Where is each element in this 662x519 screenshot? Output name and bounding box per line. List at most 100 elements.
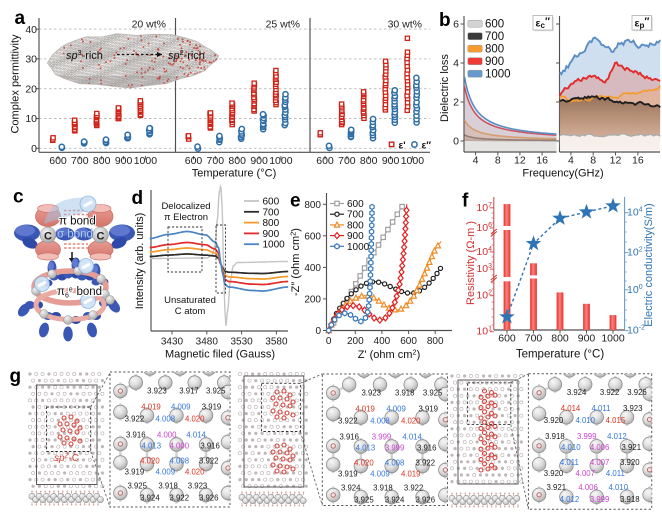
- svg-text:12: 12: [514, 155, 526, 167]
- svg-text:3.919: 3.919: [125, 467, 145, 476]
- svg-text:4.012: 4.012: [607, 432, 627, 441]
- svg-text:3.923: 3.923: [147, 386, 167, 395]
- svg-text:1000: 1000: [269, 155, 293, 167]
- svg-text:8: 8: [590, 155, 596, 167]
- svg-text:4.014: 4.014: [561, 404, 581, 413]
- svg-text:700: 700: [263, 207, 280, 218]
- svg-text:4.009: 4.009: [156, 467, 176, 476]
- svg-text:10: 10: [25, 113, 37, 125]
- svg-text:900: 900: [250, 155, 268, 167]
- svg-text:3.922: 3.922: [170, 493, 190, 502]
- svg-text:π6e bond: π6e bond: [57, 286, 102, 300]
- svg-text:3.922: 3.922: [404, 483, 424, 492]
- svg-text:3.999: 3.999: [385, 443, 405, 452]
- svg-text:4.009: 4.009: [171, 402, 191, 411]
- svg-text:π Electron: π Electron: [164, 212, 208, 223]
- svg-text:900: 900: [578, 333, 596, 345]
- svg-text:-Z″ (ohm cm2): -Z″ (ohm cm2): [289, 228, 303, 296]
- svg-text:40: 40: [25, 24, 37, 36]
- svg-text:b: b: [439, 10, 451, 31]
- svg-text:700: 700: [71, 155, 89, 167]
- svg-text:Unsaturated: Unsaturated: [164, 295, 216, 306]
- svg-text:16: 16: [536, 155, 548, 167]
- svg-text:4.020: 4.020: [185, 414, 205, 423]
- svg-text:3.925: 3.925: [127, 481, 147, 490]
- svg-text:3.922: 3.922: [416, 458, 436, 467]
- svg-text:800: 800: [485, 44, 504, 56]
- svg-text:25 wt%: 25 wt%: [266, 19, 300, 31]
- svg-text:400: 400: [304, 263, 321, 274]
- svg-text:3.918: 3.918: [545, 432, 565, 441]
- svg-text:3.926: 3.926: [416, 495, 436, 504]
- svg-text:700: 700: [338, 155, 356, 167]
- svg-text:700: 700: [485, 31, 504, 43]
- svg-text:σ bond: σ bond: [57, 229, 93, 241]
- svg-text:3.999: 3.999: [577, 432, 597, 441]
- svg-text:C: C: [44, 231, 52, 243]
- svg-text:4.014: 4.014: [186, 430, 206, 439]
- svg-text:4.006: 4.006: [578, 483, 598, 492]
- svg-text:600: 600: [304, 231, 321, 242]
- svg-text:4.020: 4.020: [401, 416, 421, 425]
- svg-text:12: 12: [610, 155, 622, 167]
- svg-text:3.922: 3.922: [125, 414, 145, 423]
- svg-text:3.924: 3.924: [140, 493, 160, 502]
- svg-text:1000: 1000: [485, 69, 511, 81]
- svg-text:3.916: 3.916: [126, 430, 146, 439]
- svg-text:900: 900: [485, 56, 504, 68]
- svg-text:d: d: [132, 188, 144, 209]
- svg-text:900: 900: [115, 155, 133, 167]
- svg-text:3.917: 3.917: [179, 386, 199, 395]
- svg-text:C atom: C atom: [175, 306, 206, 317]
- svg-text:3.999: 3.999: [590, 495, 610, 504]
- svg-text:3.918: 3.918: [158, 481, 178, 490]
- svg-text:f: f: [462, 191, 469, 212]
- svg-text:700: 700: [347, 210, 364, 221]
- svg-text:700: 700: [207, 155, 225, 167]
- svg-text:4.012: 4.012: [560, 495, 580, 504]
- svg-text:sp3-rich: sp3-rich: [66, 50, 103, 62]
- svg-text:3580: 3580: [265, 337, 288, 348]
- svg-text:Complex permittivity: Complex permittivity: [10, 34, 22, 134]
- svg-text:4.015: 4.015: [606, 416, 626, 425]
- svg-text:600: 600: [185, 155, 203, 167]
- svg-text:1000: 1000: [134, 155, 158, 167]
- svg-text:30 wt%: 30 wt%: [388, 19, 422, 31]
- svg-text:c: c: [13, 187, 24, 208]
- svg-text:3.921: 3.921: [622, 443, 642, 452]
- svg-text:3.926: 3.926: [199, 493, 219, 502]
- svg-text:6: 6: [453, 19, 459, 31]
- svg-text:Intensity (arb. units): Intensity (arb. units): [134, 213, 146, 310]
- svg-text:800: 800: [228, 155, 246, 167]
- svg-text:ε″: ε″: [422, 140, 432, 151]
- svg-text:800: 800: [304, 200, 321, 211]
- svg-text:1000: 1000: [601, 333, 625, 345]
- svg-text:200: 200: [304, 294, 321, 305]
- svg-text:3.922: 3.922: [338, 416, 358, 425]
- svg-text:900: 900: [263, 229, 280, 240]
- svg-text:3.923: 3.923: [623, 404, 643, 413]
- svg-text:εc″: εc″: [536, 16, 550, 31]
- svg-text:1000: 1000: [401, 155, 425, 167]
- svg-text:π bond: π bond: [59, 216, 96, 228]
- svg-text:600: 600: [400, 336, 417, 347]
- svg-text:sp2-rich: sp2-rich: [168, 50, 205, 62]
- svg-text:4.011: 4.011: [606, 469, 625, 478]
- svg-text:0: 0: [326, 336, 332, 347]
- svg-text:800: 800: [427, 336, 444, 347]
- svg-text:400: 400: [374, 336, 391, 347]
- svg-text:4.010: 4.010: [561, 443, 581, 452]
- svg-text:3.920: 3.920: [544, 469, 564, 478]
- svg-text:3.922: 3.922: [199, 456, 219, 465]
- svg-text:3.918: 3.918: [395, 388, 415, 397]
- svg-text:3530: 3530: [230, 337, 253, 348]
- svg-text:3.923: 3.923: [188, 481, 208, 490]
- svg-text:4.010: 4.010: [575, 416, 595, 425]
- svg-text:Dielectric loss: Dielectric loss: [439, 54, 451, 122]
- svg-text:600: 600: [263, 197, 280, 208]
- svg-text:0: 0: [31, 143, 37, 155]
- svg-text:800: 800: [263, 218, 280, 229]
- svg-text:4.020: 4.020: [140, 456, 160, 465]
- svg-text:600: 600: [498, 333, 516, 345]
- svg-text:Resistivity (Ω-m ): Resistivity (Ω-m ): [465, 221, 477, 305]
